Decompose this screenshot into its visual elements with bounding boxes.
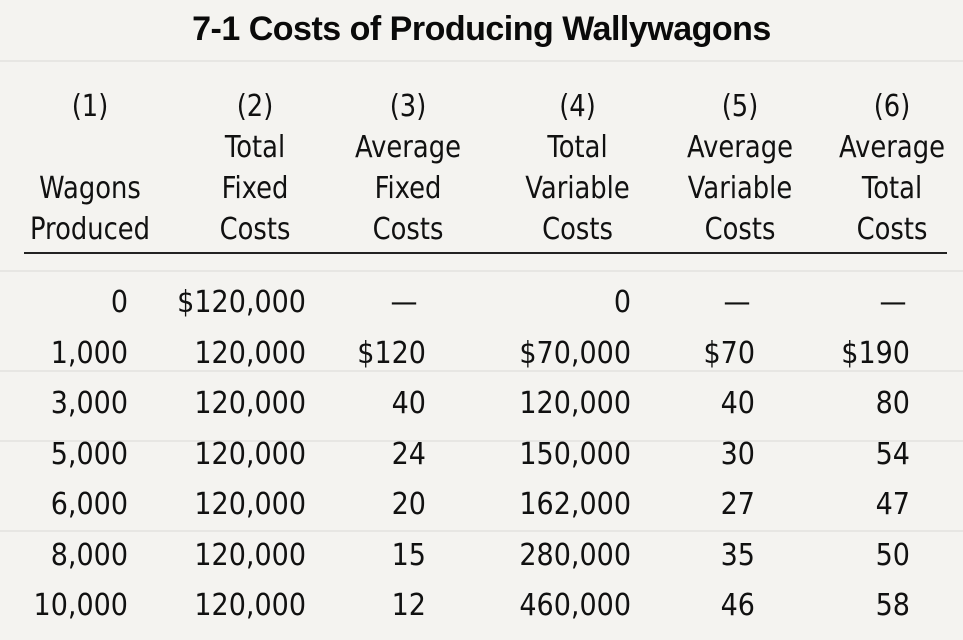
table-cell-col-6: 54 — [875, 436, 910, 472]
header-col-2-num: (2) — [236, 89, 274, 124]
table-cell-col-5: 30 — [720, 436, 755, 472]
table-cell-col-2: 120,000 — [194, 386, 306, 421]
table-cell-col-1: 3,000 — [50, 386, 128, 421]
table-cell-col-6: — — [879, 285, 907, 320]
header-col-5-line-1: Average — [687, 130, 793, 165]
table-cell-col-6: 80 — [875, 386, 910, 421]
header-col-5-line-3: Costs — [704, 212, 776, 247]
header-col-3-line-2: Fixed — [374, 171, 442, 206]
header-col-6-line-3: Costs — [856, 212, 928, 247]
table-cell-col-3: 20 — [391, 487, 426, 522]
table-cell-col-3: 24 — [391, 436, 426, 472]
table-cell-col-1: 0 — [110, 285, 128, 320]
header-col-3: (3) Average Fixed Costs — [339, 86, 477, 250]
header-col-5: (5) Average Variable Costs — [671, 86, 809, 250]
header-col-5-num: (5) — [721, 89, 759, 124]
table-cell-col-1: 6,000 — [50, 487, 128, 522]
table-cell-col-5: $70 — [703, 335, 755, 371]
table-cell-col-5: 35 — [720, 537, 755, 573]
header-col-4: (4) Total Variable Costs — [511, 86, 644, 250]
header-col-3-line-3: Costs — [372, 212, 444, 247]
header-col-2-line-3: Costs — [219, 212, 291, 247]
table-cell-col-4: 460,000 — [519, 588, 631, 623]
table-cell-col-3: 15 — [391, 537, 426, 573]
table-cell-col-2: 120,000 — [194, 537, 306, 573]
header-col-4-line-1: Total — [547, 130, 608, 165]
table-cell-col-5: — — [723, 285, 751, 320]
header-col-4-line-3: Costs — [542, 212, 613, 247]
header-col-1: (1) x Wagons Produced — [30, 86, 150, 250]
header-col-5-line-2: Variable — [687, 171, 793, 206]
table-cell-col-6: $190 — [841, 335, 910, 371]
table-cell-col-6: 58 — [875, 588, 910, 623]
table-cell-col-2: 120,000 — [194, 588, 306, 623]
header-divider — [24, 252, 947, 254]
header-col-1-num: (1) — [71, 89, 109, 124]
table-cell-col-3: 40 — [391, 386, 426, 421]
header-col-6-line-2: Total — [861, 171, 923, 206]
header-col-6-line-1: Average — [839, 130, 945, 165]
table-cell-col-1: 1,000 — [50, 335, 128, 371]
table-cell-col-1: 10,000 — [33, 588, 128, 623]
table-cell-col-4: 0 — [613, 285, 631, 320]
header-col-6: (6) Average Total Costs — [823, 86, 961, 250]
header-col-1-line-1: Wagons — [39, 171, 141, 206]
table-cell-col-5: 27 — [720, 487, 755, 522]
header-col-4-num: (4) — [559, 89, 596, 124]
header-col-3-num: (3) — [389, 89, 427, 124]
table-cell-col-5: 40 — [720, 386, 755, 421]
header-col-1-line-2: Produced — [29, 212, 151, 247]
header-col-2-line-2: Fixed — [221, 171, 289, 206]
table-cell-col-1: 5,000 — [50, 436, 128, 472]
table-cell-col-2: 120,000 — [194, 335, 306, 371]
header-col-3-line-1: Average — [355, 130, 461, 165]
header-col-2: (2) Total Fixed Costs — [195, 86, 315, 250]
table-cell-col-4: 150,000 — [519, 436, 631, 472]
table-cell-col-3: — — [390, 285, 418, 320]
header-col-2-line-1: Total — [224, 130, 286, 165]
table-cell-col-2: 120,000 — [194, 487, 306, 522]
header-col-4-line-2: Variable — [525, 171, 630, 206]
table-cell-col-4: $70,000 — [519, 335, 631, 371]
table-cell-col-6: 47 — [875, 487, 910, 522]
table-cell-col-3: $120 — [357, 335, 426, 371]
table-cell-col-2: $120,000 — [177, 285, 306, 320]
table-cell-col-4: 162,000 — [519, 487, 631, 522]
table-cell-col-2: 120,000 — [194, 436, 306, 472]
table-cell-col-4: 120,000 — [519, 386, 631, 421]
header-col-6-num: (6) — [873, 89, 911, 124]
table-cell-col-4: 280,000 — [519, 537, 631, 573]
table-cell-col-6: 50 — [875, 537, 910, 573]
table-cell-col-5: 46 — [720, 588, 755, 623]
table-title: 7-1 Costs of Producing Wallywagons — [192, 10, 771, 48]
table-cell-col-1: 8,000 — [50, 537, 128, 573]
table-cell-col-3: 12 — [391, 588, 426, 623]
